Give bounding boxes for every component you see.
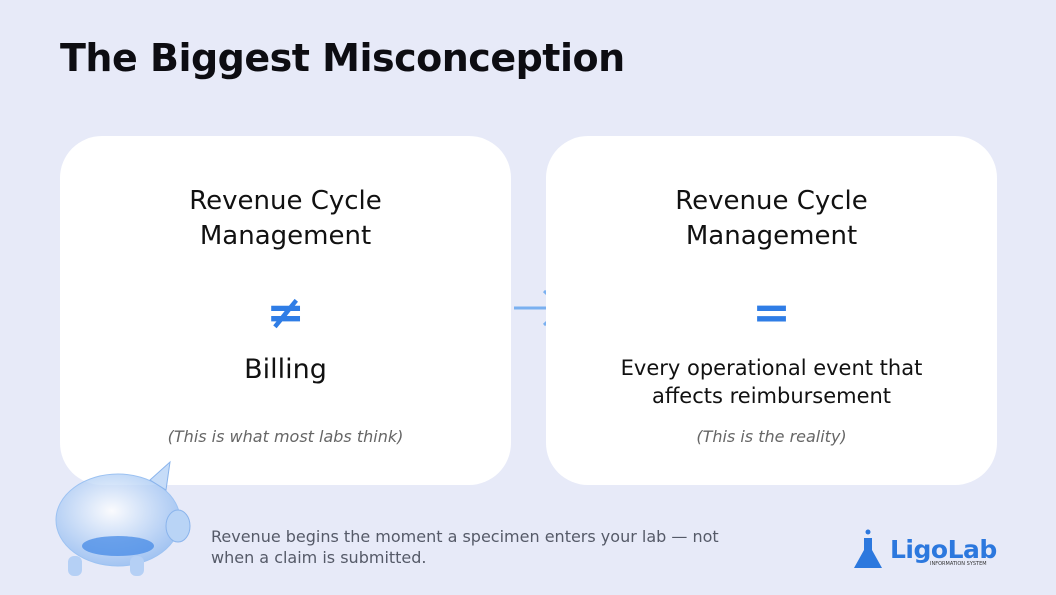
- piggy-coins: [82, 536, 154, 556]
- card-heading: Revenue Cycle Management: [189, 186, 382, 251]
- card: Revenue Cycle Management = Every operati…: [546, 136, 997, 485]
- logo: LigoLab INFORMATION SYSTEM: [890, 535, 997, 567]
- card: Revenue Cycle Management ≠ Billing (This…: [60, 136, 511, 485]
- card-note: (This is what most labs think): [167, 427, 404, 446]
- card-heading: Revenue Cycle Management: [675, 186, 868, 251]
- card-body: Every operational event that affects rei…: [620, 356, 923, 408]
- piggy-bank: [55, 460, 191, 576]
- piggy-snout: [165, 509, 191, 543]
- piggy-ear: [149, 460, 171, 491]
- bubble: [865, 529, 871, 535]
- logo-name: LigoLab: [890, 535, 997, 564]
- card-body: Billing: [244, 354, 327, 385]
- piggy-leg: [68, 556, 82, 576]
- logo-tagline: INFORMATION SYSTEM: [930, 561, 987, 567]
- slide-title: The Biggest Misconception: [60, 36, 625, 80]
- flask: [854, 538, 882, 568]
- logo-icon: [854, 529, 882, 568]
- footer-text: Revenue begins the moment a specimen ent…: [211, 527, 719, 567]
- card-note: (This is the reality): [696, 427, 847, 446]
- card-symbol: ≠: [266, 285, 305, 339]
- card-symbol: =: [752, 285, 791, 339]
- piggy-leg: [130, 556, 144, 576]
